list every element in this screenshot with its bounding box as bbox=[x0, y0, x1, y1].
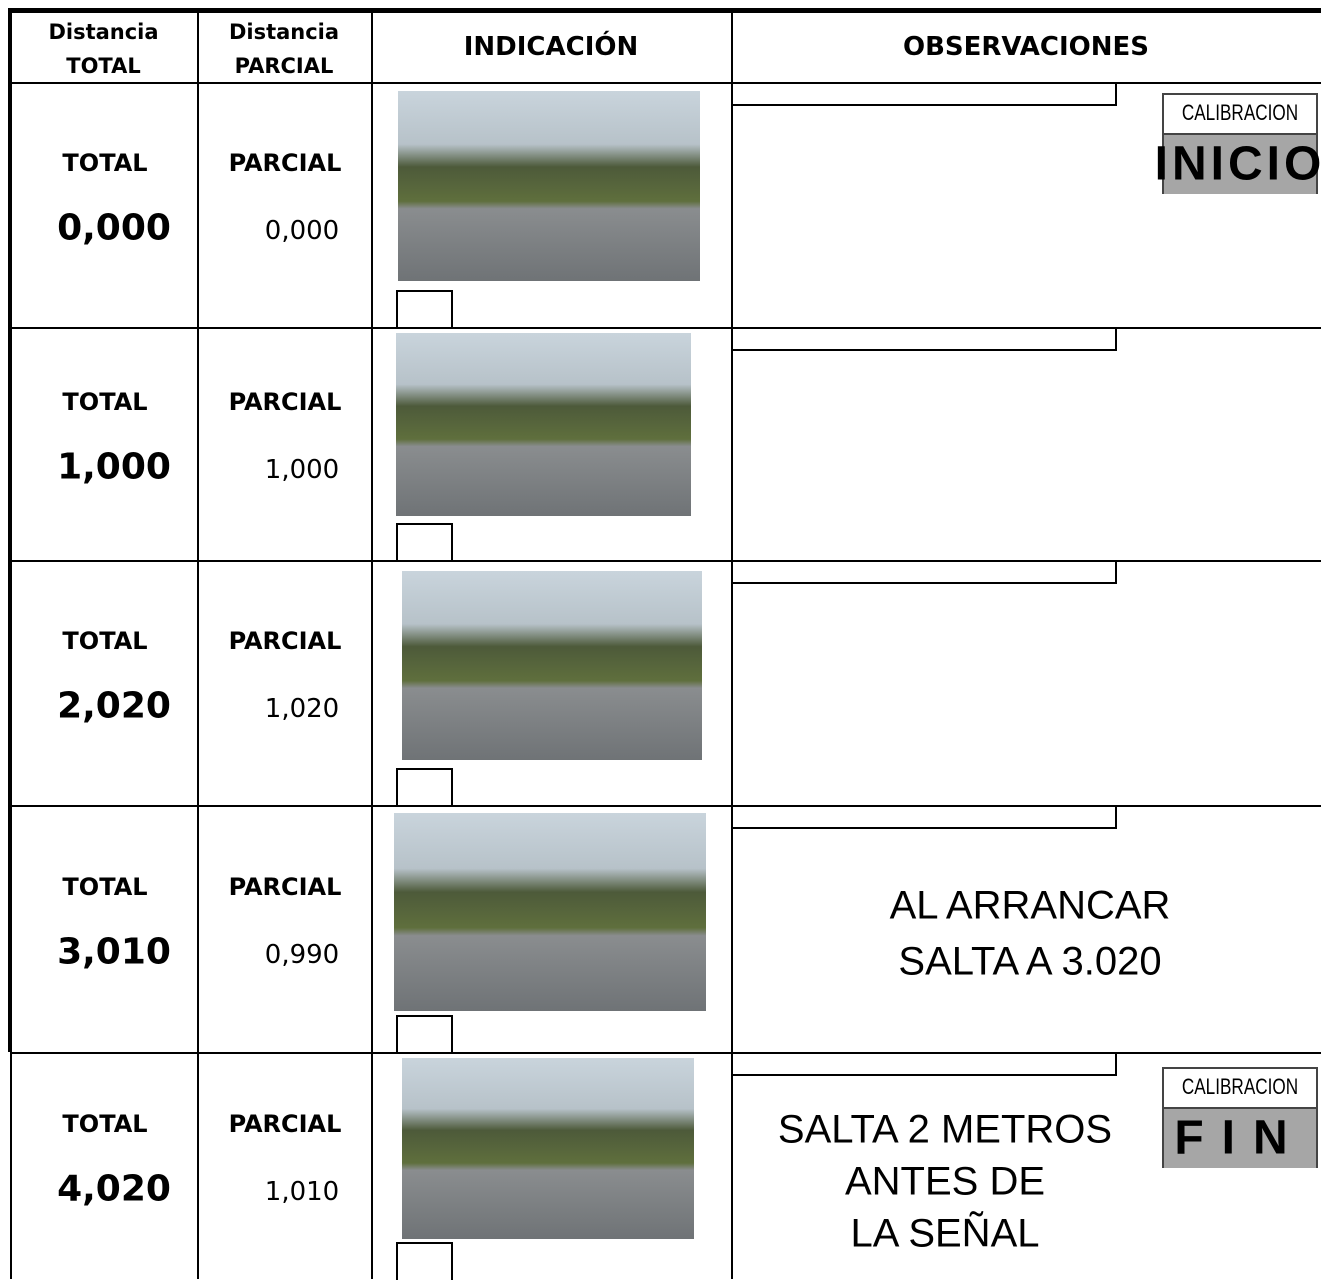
observation-text: SALTA 2 METROS bbox=[777, 1107, 1113, 1152]
parcial-value: 0,990 bbox=[264, 939, 340, 970]
note-box bbox=[396, 1015, 453, 1053]
observation-text: LA SEÑAL bbox=[850, 1211, 1040, 1256]
total-label: TOTAL bbox=[62, 148, 148, 177]
rule bbox=[371, 10, 373, 1279]
parcial-value: 0,000 bbox=[264, 215, 340, 246]
header-text: TOTAL bbox=[66, 54, 141, 78]
header-text: Distancia bbox=[48, 20, 159, 44]
rule bbox=[8, 8, 12, 1052]
rule bbox=[10, 560, 1321, 562]
rule bbox=[731, 1074, 1117, 1076]
rule bbox=[197, 10, 199, 1279]
total-value: 3,010 bbox=[57, 931, 171, 972]
note-box bbox=[396, 290, 453, 328]
observation-text: SALTA A 3.020 bbox=[898, 939, 1162, 984]
rule bbox=[1115, 327, 1117, 351]
rule bbox=[731, 10, 733, 1279]
photo bbox=[402, 571, 702, 760]
header-text: PARCIAL bbox=[234, 54, 334, 78]
observation-text: AL ARRANCAR bbox=[889, 883, 1171, 928]
parcial-value: 1,000 bbox=[264, 454, 340, 485]
header-text: Distancia bbox=[228, 20, 340, 44]
photo bbox=[402, 1058, 694, 1239]
parcial-label: PARCIAL bbox=[228, 1109, 342, 1138]
rule bbox=[10, 327, 1321, 329]
rule bbox=[10, 1052, 12, 1279]
header-text: OBSERVACIONES bbox=[902, 32, 1150, 62]
parcial-value: 1,020 bbox=[264, 693, 340, 724]
note-box bbox=[396, 768, 453, 806]
total-label: TOTAL bbox=[62, 872, 148, 901]
header-text: INDICACIÓN bbox=[463, 32, 639, 62]
photo bbox=[398, 91, 700, 281]
total-value: 0,000 bbox=[57, 207, 171, 248]
calibration-label: CALIBRACION bbox=[1181, 1074, 1299, 1099]
total-label: TOTAL bbox=[62, 626, 148, 655]
rule bbox=[10, 805, 1321, 807]
photo bbox=[396, 333, 691, 516]
rule bbox=[731, 349, 1117, 351]
total-value: 4,020 bbox=[57, 1168, 171, 1209]
rule bbox=[731, 827, 1117, 829]
rule bbox=[10, 82, 1321, 84]
note-box bbox=[396, 1242, 453, 1280]
parcial-value: 1,010 bbox=[264, 1176, 340, 1207]
badge-value-bg bbox=[1164, 133, 1316, 194]
observation-text: ANTES DE bbox=[844, 1159, 1046, 1204]
calibration-value: FIN bbox=[1174, 1111, 1306, 1165]
badge-value-bg bbox=[1164, 1107, 1316, 1168]
rule bbox=[731, 104, 1117, 106]
rule bbox=[1115, 82, 1117, 106]
calibration-value: INICIO bbox=[1154, 137, 1321, 191]
parcial-label: PARCIAL bbox=[228, 148, 342, 177]
rule bbox=[10, 8, 1321, 13]
rule bbox=[731, 582, 1117, 584]
calibration-label: CALIBRACION bbox=[1181, 100, 1299, 125]
total-label: TOTAL bbox=[62, 387, 148, 416]
note-box bbox=[396, 523, 453, 561]
rule bbox=[10, 1052, 1321, 1054]
total-value: 2,020 bbox=[57, 685, 171, 726]
photo bbox=[394, 813, 706, 1011]
rule bbox=[1115, 1052, 1117, 1076]
total-value: 1,000 bbox=[57, 446, 171, 487]
rule bbox=[1115, 560, 1117, 584]
parcial-label: PARCIAL bbox=[228, 872, 342, 901]
parcial-label: PARCIAL bbox=[228, 387, 342, 416]
total-label: TOTAL bbox=[62, 1109, 148, 1138]
rule bbox=[1115, 805, 1117, 829]
parcial-label: PARCIAL bbox=[228, 626, 342, 655]
